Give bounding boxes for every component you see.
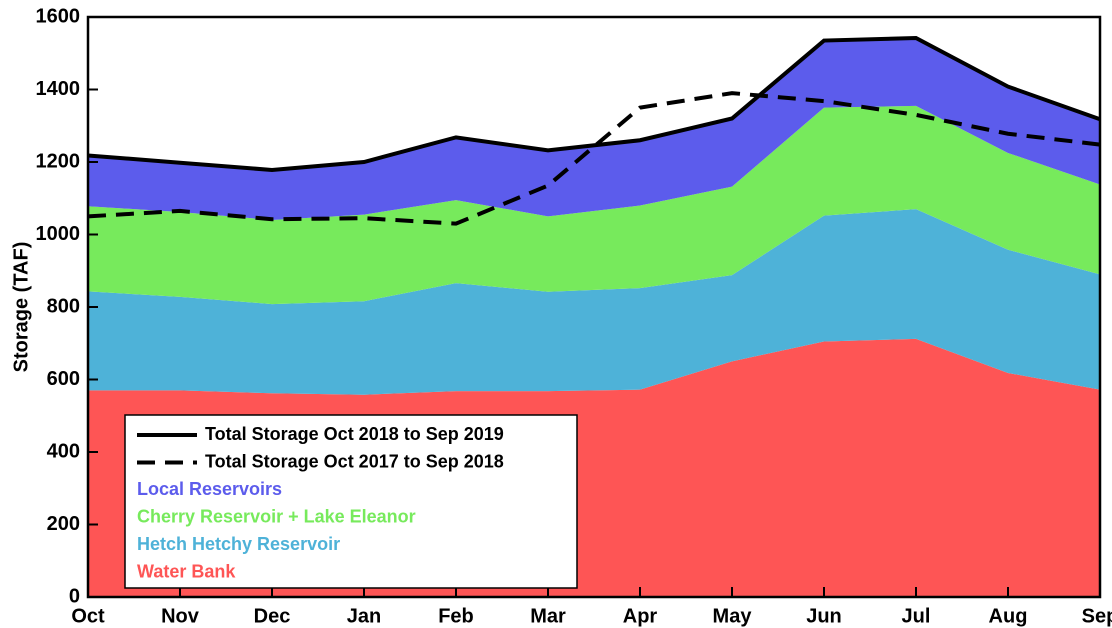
x-tick-label: May [713, 605, 753, 627]
legend-label: Local Reservoirs [137, 479, 282, 499]
line [87, 36, 1101, 172]
y-axis-label: Storage (TAF) [10, 242, 32, 373]
legend-label: Water Bank [137, 561, 236, 581]
area [88, 105, 1100, 305]
legend-label: Hetch Hetchy Reservoir [137, 534, 340, 554]
x-tick-label: Apr [623, 605, 658, 627]
y-tick-label: 200 [47, 513, 80, 535]
legend-label: Total Storage Oct 2017 to Sep 2018 [205, 451, 504, 471]
x-tick-label: Sep [1082, 605, 1112, 627]
y-tick-label: 1000 [36, 223, 81, 245]
x-tick-label: Jan [347, 605, 381, 627]
y-tick-label: 600 [47, 368, 80, 390]
x-tick-label: Aug [989, 605, 1028, 627]
area [88, 209, 1100, 395]
y-tick-label: 1200 [36, 150, 81, 172]
x-tick-label: Feb [438, 605, 474, 627]
y-tick-label: 1600 [36, 5, 81, 27]
y-tick-label: 1400 [36, 78, 81, 100]
y-tick-label: 800 [47, 295, 80, 317]
x-tick-label: Nov [161, 605, 200, 627]
line [87, 91, 1101, 226]
x-tick-label: Oct [71, 605, 105, 627]
legend-label: Cherry Reservoir + Lake Eleanor [137, 506, 416, 526]
y-tick-label: 0 [69, 585, 80, 607]
x-tick-label: Mar [530, 605, 566, 627]
x-tick-label: Jun [806, 605, 842, 627]
x-tick-label: Dec [254, 605, 291, 627]
legend-box [124, 414, 578, 589]
y-tick-label: 400 [47, 440, 80, 462]
x-tick-label: Jul [902, 605, 931, 627]
area [88, 38, 1100, 221]
legend-label: Total Storage Oct 2018 to Sep 2019 [205, 424, 504, 444]
